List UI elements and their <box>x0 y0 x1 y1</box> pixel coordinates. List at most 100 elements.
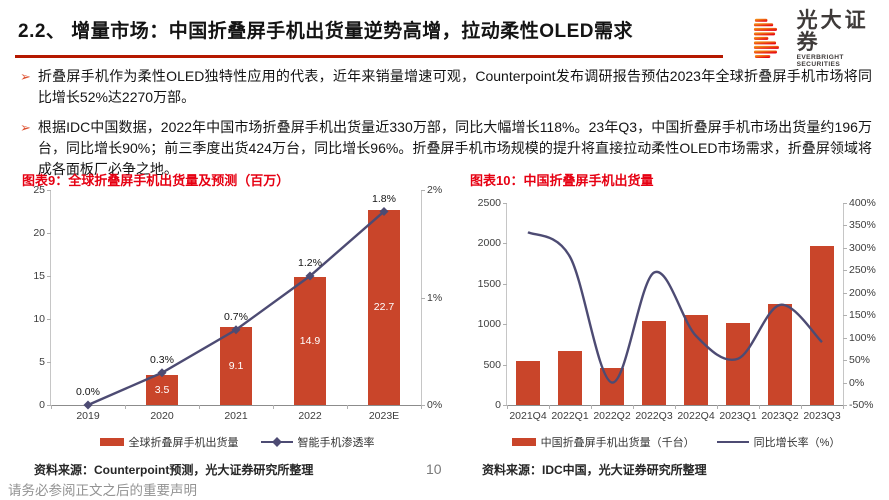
left-axis-tick-mark <box>47 319 51 320</box>
x-axis-tick-label: 2020 <box>150 410 174 422</box>
left-axis-tick-label: 10 <box>33 313 45 325</box>
legend-label: 智能手机渗透率 <box>297 437 375 449</box>
line-point-label: 0.7% <box>224 310 248 323</box>
left-axis-tick-label: 15 <box>33 270 45 282</box>
figure9-caption: 图表9：全球折叠屏手机出货量及预测（百万） <box>22 173 290 188</box>
x-axis-tick-mark <box>801 405 802 409</box>
right-axis-tick-mark <box>843 225 847 227</box>
figure10-caption: 图表10：中国折叠屏手机出货量 <box>470 173 654 188</box>
bullet-item: ➢ 根据IDC中国数据，2022年中国市场折叠屏手机出货量近330万部，同比大幅… <box>20 117 872 180</box>
right-axis-tick-mark <box>843 270 847 272</box>
x-axis-tick-label: 2023Q3 <box>803 410 841 422</box>
x-axis-tick-mark <box>759 405 760 409</box>
right-axis-tick-mark <box>843 247 847 249</box>
right-axis-tick-mark <box>843 203 847 204</box>
x-axis-tick-label: 2022 <box>298 410 322 422</box>
left-axis-tick-label: 500 <box>483 358 501 371</box>
summary-bullet-list: ➢ 折叠屏手机作为柔性OLED独特性应用的代表，近年来销量增速可观，Counte… <box>20 66 872 189</box>
left-axis-tick-mark <box>503 405 507 406</box>
trend-line <box>527 231 823 384</box>
left-axis-tick-mark <box>47 233 51 234</box>
x-axis-tick-label: 2022Q4 <box>677 410 715 422</box>
bar <box>684 315 708 405</box>
brand-logo: 光大证券 EVERBRIGHT SECURITIES <box>752 9 889 68</box>
legend-label: 全球折叠屏手机出货量 <box>128 437 239 449</box>
line-series-swatch-icon <box>716 441 749 443</box>
bar <box>810 246 834 405</box>
bar-value-label: 14.9 <box>299 334 321 347</box>
bar-series-swatch-icon <box>511 438 536 446</box>
title-text: 增量市场：中国折叠屏手机出货量逆势高增，拉动柔性OLED需求 <box>71 21 633 42</box>
legend-item: 全球折叠屏手机出货量 <box>99 434 239 450</box>
left-axis-tick-label: 5 <box>39 356 45 368</box>
title-underline <box>15 55 723 58</box>
x-axis-tick-mark <box>717 405 718 409</box>
figure10-panel: 图表10：中国折叠屏手机出货量 0 500 1000 1500 2000 2500 -50%… <box>470 170 882 478</box>
x-axis-tick-label: 2021Q4 <box>509 410 547 422</box>
bar-value-label: 9.1 <box>228 359 244 372</box>
x-axis-tick-mark <box>199 405 200 409</box>
x-axis-tick-mark <box>591 405 592 409</box>
left-axis-tick-mark <box>47 362 51 363</box>
x-axis-tick-mark <box>843 405 844 409</box>
line-series-swatch-icon <box>260 437 293 447</box>
bar <box>516 360 540 405</box>
right-axis-tick-label: 0% <box>849 376 865 389</box>
x-axis-tick-mark <box>507 405 508 409</box>
legend-item: 智能手机渗透率 <box>260 434 375 450</box>
everbright-logo-icon <box>753 18 779 59</box>
line-point-label: 1.8% <box>372 192 396 205</box>
right-axis-tick-label: 100% <box>849 331 876 344</box>
left-axis-tick-label: 2000 <box>477 237 501 250</box>
right-axis-tick-mark <box>843 382 847 384</box>
line-point-label: 0.3% <box>150 353 174 366</box>
brand-name-cn: 光大证券 <box>796 9 869 55</box>
x-axis-tick-mark <box>347 405 348 409</box>
left-axis-tick-mark <box>47 190 51 191</box>
x-axis-tick-mark <box>125 405 126 409</box>
bar <box>642 321 666 405</box>
legend-item: 中国折叠屏手机出货量（千台） <box>511 434 695 450</box>
bullet-arrow-icon: ➢ <box>20 69 31 84</box>
right-axis-tick-label: 1% <box>427 291 443 304</box>
bar-series-swatch-icon <box>99 438 124 446</box>
bar: 3.5 <box>146 374 178 405</box>
section-number: 2.2、 <box>18 21 66 42</box>
x-axis-tick-mark <box>675 405 676 409</box>
line-point-label: 1.2% <box>298 257 322 269</box>
x-axis-tick-mark <box>51 405 52 409</box>
line-point-marker <box>379 206 389 217</box>
page-number: 10 <box>426 461 442 477</box>
x-axis-tick-mark <box>421 405 422 409</box>
bar <box>558 351 582 405</box>
brand-wordmark: 光大证券 EVERBRIGHT SECURITIES <box>796 9 889 68</box>
bar <box>726 322 750 405</box>
diamond-marker-icon <box>271 437 282 447</box>
chart-plot-area: 0 5 10 15 20 25 0% 1% 2% 2019 2020 2021 2022 2023E 3.5… <box>33 184 442 422</box>
figure10-legend: 中国折叠屏手机出货量（千台） 同比增长率（%） <box>470 435 882 449</box>
bar <box>768 303 792 405</box>
x-axis-tick-label: 2023E <box>368 410 400 422</box>
x-axis-tick-label: 2023Q1 <box>719 410 757 422</box>
left-axis-tick-label: 0 <box>495 399 501 411</box>
bar: 14.9 <box>294 276 326 405</box>
left-axis-tick-mark <box>47 276 51 277</box>
chart-plot-area: 0 500 1000 1500 2000 2500 -50% 0% 50% 100% 150% 200… <box>478 197 876 422</box>
right-axis-tick-mark <box>421 405 425 406</box>
china-foldable-shipments-chart: 0 500 1000 1500 2000 2500 -50% 0% 50% 100% 150% 200… <box>470 190 882 432</box>
line-point-marker <box>83 400 93 410</box>
right-axis-tick-mark <box>421 297 425 299</box>
right-axis-tick-mark <box>843 292 847 294</box>
bar: 9.1 <box>220 326 252 405</box>
figure9-legend: 全球折叠屏手机出货量 智能手机渗透率 <box>22 435 452 449</box>
x-axis-tick-mark <box>633 405 634 409</box>
left-axis-tick-mark <box>503 203 507 204</box>
figure9-panel: 图表9：全球折叠屏手机出货量及预测（百万） 0 5 10 15 20 25 0% 1% 2% 20… <box>22 170 452 478</box>
right-axis-tick-mark <box>843 360 847 362</box>
x-axis-tick-label: 2022Q2 <box>593 410 631 422</box>
right-axis-tick-mark <box>843 405 847 406</box>
trend-line <box>83 206 389 410</box>
left-axis-tick-label: 25 <box>33 184 45 196</box>
left-axis-tick-label: 0 <box>39 399 45 411</box>
left-axis-tick-mark <box>503 324 507 326</box>
